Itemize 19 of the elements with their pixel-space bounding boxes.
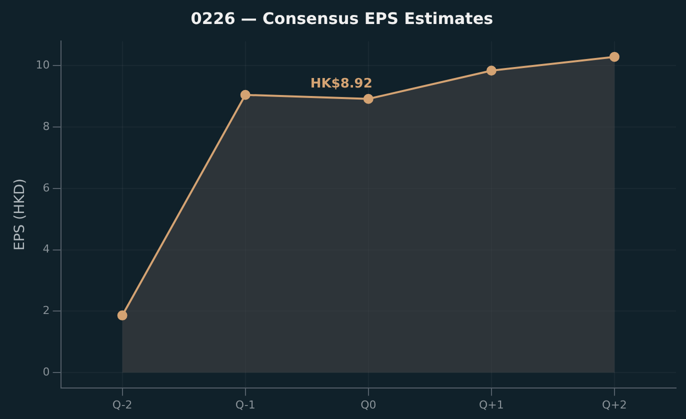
x-tick-label: Q0 — [360, 398, 376, 412]
x-tick-label: Q+2 — [602, 398, 627, 412]
annotation: HK$8.92 — [310, 76, 372, 92]
y-tick-label: 6 — [42, 181, 50, 194]
point — [363, 94, 374, 104]
x-tick-label: Q-2 — [112, 398, 132, 412]
chart-title: 0226 — Consensus EPS Estimates — [190, 8, 494, 28]
point — [117, 310, 128, 320]
x-tick-label: Q-1 — [235, 398, 256, 412]
y-tick-label: 8 — [42, 120, 50, 133]
y-axis-title: EPS (HKD) — [12, 178, 28, 251]
point — [609, 52, 620, 62]
y-tick-label: 4 — [42, 242, 50, 256]
point — [240, 90, 250, 100]
point — [486, 66, 496, 76]
y-tick-label: 2 — [42, 304, 50, 317]
y-tick-label: 0 — [42, 365, 50, 378]
y-tick-label: 10 — [36, 58, 50, 72]
x-tick-label: Q+1 — [479, 398, 504, 412]
